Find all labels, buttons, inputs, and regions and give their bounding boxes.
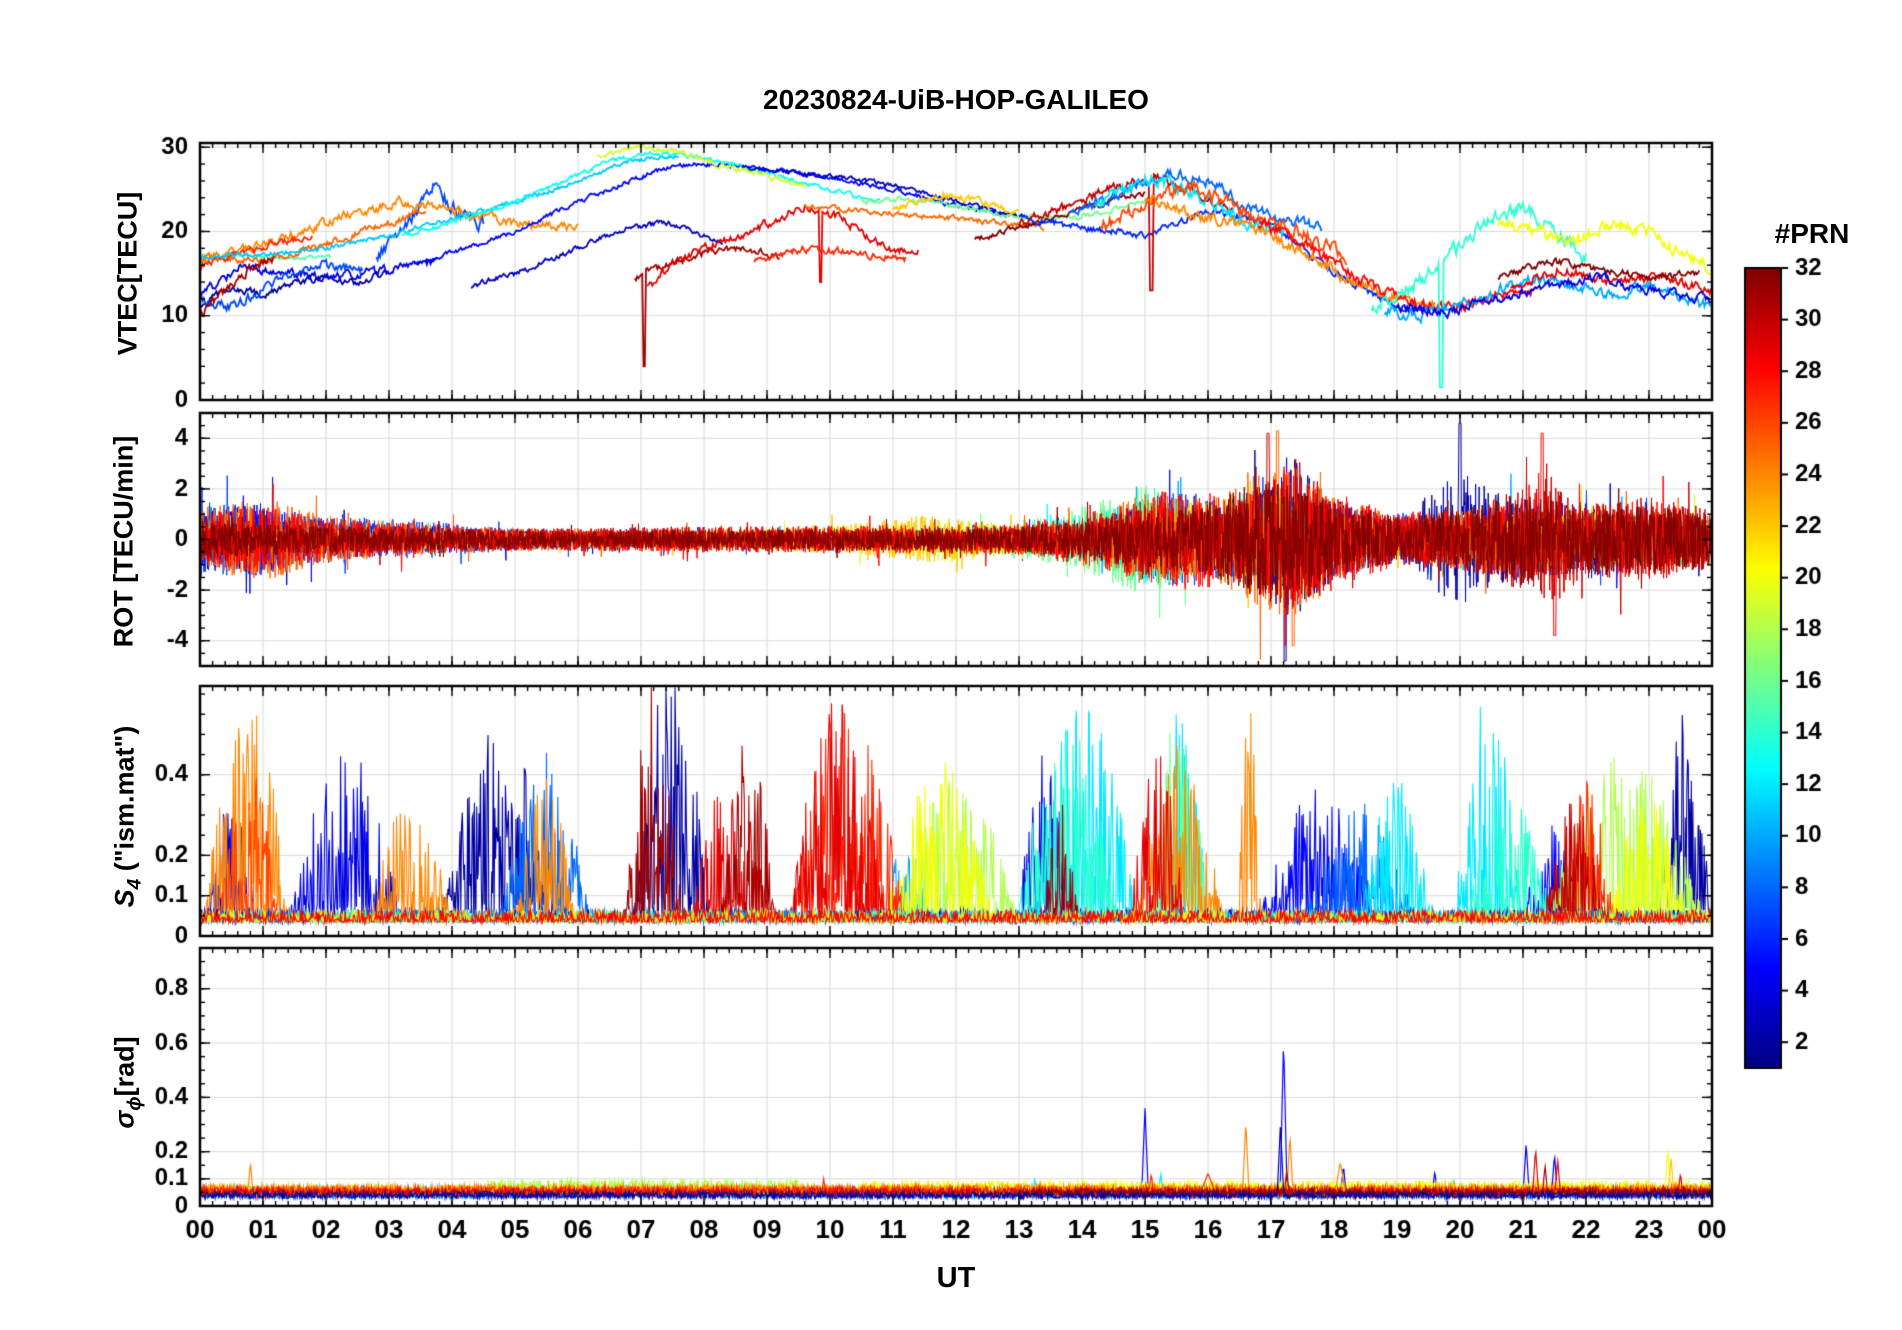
x-axis-label: UT [936, 1262, 976, 1294]
y-axis-label-sigma: σϕ[rad] [109, 1036, 146, 1129]
chart-title: 20230824-UiB-HOP-GALILEO [763, 84, 1149, 115]
colorbar-title: #PRN [1774, 218, 1850, 249]
